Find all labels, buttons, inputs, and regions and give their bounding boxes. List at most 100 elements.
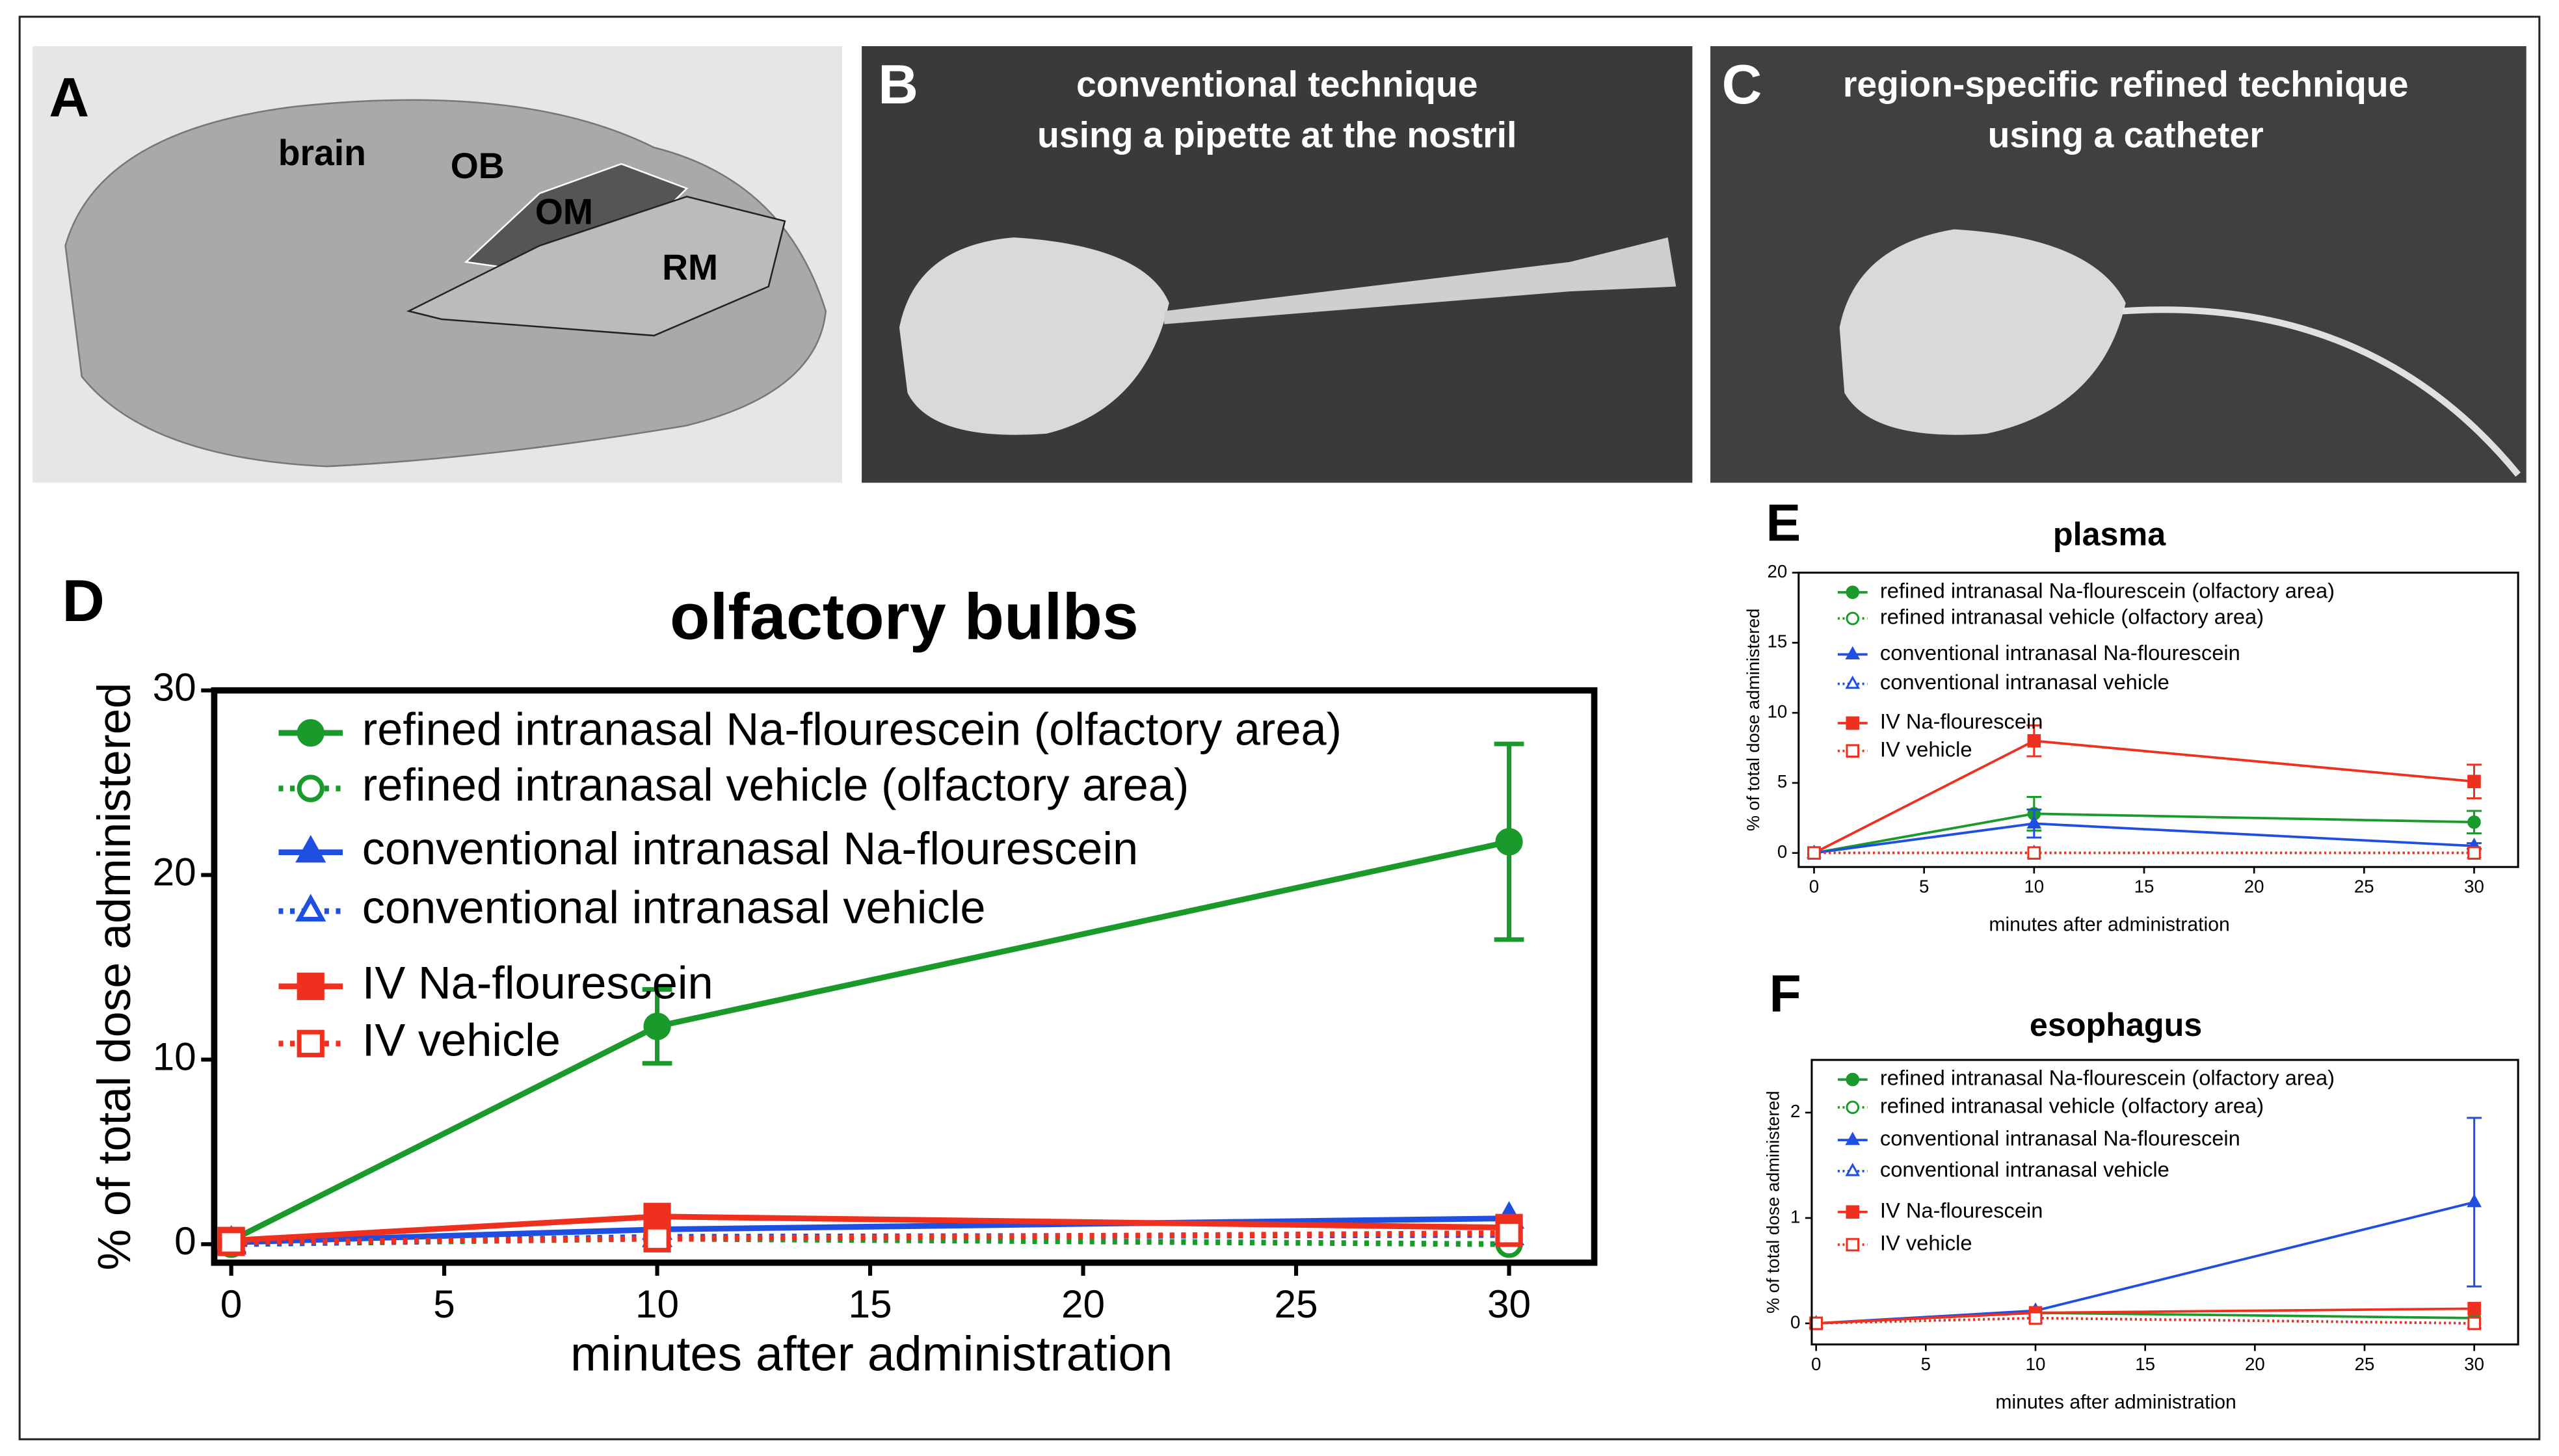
panel-letter: B — [878, 54, 918, 116]
marker — [297, 1029, 325, 1057]
marker — [297, 972, 325, 1000]
y-tick-label: 5 — [1777, 771, 1787, 791]
x-tick-label: 10 — [2026, 1354, 2046, 1374]
chart-title: olfactory bulbs — [670, 581, 1139, 654]
marker — [1495, 1219, 1523, 1247]
marker — [297, 719, 325, 747]
marker — [2467, 1193, 2482, 1208]
catheter — [2122, 306, 2521, 477]
y-tick-label: 1 — [1790, 1206, 1800, 1226]
marker — [2027, 846, 2041, 860]
x-axis-label: minutes after administration — [570, 1326, 1173, 1381]
x-tick-label: 25 — [2355, 1354, 2375, 1374]
y-tick-label: 20 — [153, 849, 196, 893]
x-tick-label: 20 — [2245, 1354, 2265, 1374]
x-tick-label: 5 — [433, 1282, 455, 1326]
head-model — [1839, 229, 2126, 435]
legend-label: IV vehicle — [1880, 1231, 1972, 1255]
marker — [1495, 828, 1523, 856]
x-tick-label: 10 — [635, 1282, 679, 1326]
y-tick-label: 0 — [1777, 841, 1787, 862]
marker — [2467, 1302, 2481, 1316]
y-tick-label: 0 — [1790, 1312, 1800, 1332]
marker — [2467, 1316, 2481, 1330]
photo-label: OM — [535, 192, 593, 232]
photo-label: RM — [662, 247, 718, 287]
marker — [1809, 1316, 1823, 1330]
marker — [2026, 815, 2042, 829]
marker — [297, 774, 325, 802]
marker — [1846, 1238, 1860, 1252]
marker — [295, 893, 326, 921]
panel-letter: E — [1766, 494, 1801, 552]
photo-label: OB — [451, 146, 505, 186]
head-model — [899, 237, 1169, 435]
photo-caption: region-specific refined technique — [1843, 64, 2409, 104]
rm-region — [406, 196, 786, 337]
pipette — [1164, 237, 1677, 324]
panel-letter: C — [1722, 54, 1762, 116]
legend-label: refined intranasal vehicle (olfactory ar… — [1880, 1093, 2264, 1117]
legend-label: IV vehicle — [362, 1014, 561, 1065]
plot-frame — [1810, 1059, 2519, 1345]
y-axis-label: % of total dose administered — [88, 683, 140, 1271]
y-tick-label: 20 — [1767, 561, 1787, 581]
photo-caption: using a pipette at the nostril — [1037, 114, 1517, 155]
legend-label: conventional intranasal vehicle — [362, 882, 986, 933]
marker — [217, 1228, 245, 1256]
marker — [1845, 1163, 1861, 1176]
chart-title: plasma — [2053, 516, 2166, 553]
marker — [2028, 1311, 2043, 1325]
marker — [1846, 1100, 1860, 1115]
legend-label: conventional intranasal Na-flourescein — [1880, 1126, 2240, 1150]
legend-label: IV Na-flourescein — [1880, 709, 2043, 734]
x-tick-label: 20 — [1061, 1282, 1105, 1326]
x-tick-label: 5 — [1919, 877, 1929, 897]
y-axis-label: % of total dose administered — [1743, 609, 1763, 831]
y-tick-label: 10 — [1767, 701, 1787, 721]
marker — [1845, 1132, 1861, 1145]
x-tick-label: 25 — [1274, 1282, 1318, 1326]
legend-label: IV Na-flourescein — [1880, 1198, 2043, 1222]
y-axis-label: % of total dose administered — [1762, 1091, 1783, 1313]
photo-caption: conventional technique — [1076, 64, 1478, 104]
plot-frame — [211, 687, 1598, 1266]
x-tick-label: 0 — [220, 1282, 243, 1326]
marker — [295, 834, 326, 863]
marker — [1807, 846, 1821, 860]
legend-label: conventional intranasal vehicle — [1880, 1158, 2169, 1182]
x-tick-label: 30 — [2464, 1354, 2484, 1374]
x-tick-label: 15 — [2135, 1354, 2155, 1374]
marker — [1845, 675, 1861, 689]
x-tick-label: 5 — [1921, 1354, 1931, 1374]
x-tick-label: 15 — [2134, 877, 2155, 897]
y-tick-label: 30 — [153, 665, 196, 709]
x-tick-label: 25 — [2354, 877, 2374, 897]
chart-title: esophagus — [2030, 1006, 2202, 1043]
legend-label: conventional intranasal Na-flourescein — [1880, 641, 2240, 665]
plot-frame — [1797, 572, 2519, 868]
x-axis-label: minutes after administration — [1995, 1392, 2236, 1413]
legend-label: refined intranasal vehicle (olfactory ar… — [1880, 605, 2264, 629]
marker — [2467, 774, 2481, 789]
y-tick-label: 0 — [174, 1219, 196, 1263]
legend-label: refined intranasal Na-flourescein (olfac… — [1880, 1066, 2335, 1090]
marker — [1846, 716, 1860, 730]
marker — [1846, 585, 1860, 600]
x-tick-label: 20 — [2244, 877, 2264, 897]
legend-label: conventional intranasal Na-flourescein — [362, 823, 1138, 874]
marker — [1845, 646, 1861, 660]
marker — [643, 1224, 671, 1252]
y-tick-label: 15 — [1767, 631, 1787, 652]
marker — [1846, 1205, 1860, 1219]
legend-label: IV vehicle — [1880, 737, 1972, 761]
x-tick-label: 30 — [2464, 877, 2484, 897]
series-line — [1816, 1317, 2474, 1325]
marker — [2467, 815, 2481, 829]
legend-label: refined intranasal Na-flourescein (olfac… — [1880, 578, 2335, 602]
photo-c — [1710, 46, 2526, 483]
marker — [2027, 734, 2041, 748]
legend-label: conventional intranasal vehicle — [1880, 670, 2169, 694]
marker — [643, 1013, 671, 1040]
marker — [1846, 611, 1860, 626]
